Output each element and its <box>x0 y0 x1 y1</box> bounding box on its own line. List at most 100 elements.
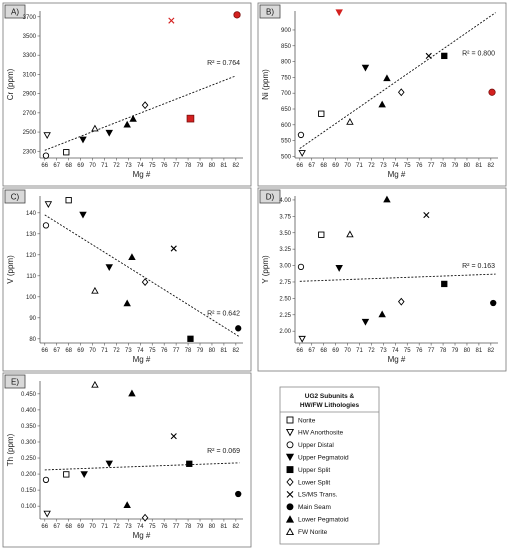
y-tick-label: 700 <box>281 91 292 97</box>
x-tick-label: 80 <box>464 348 471 354</box>
x-tick-label: 67 <box>53 348 60 354</box>
legend: UG2 Subunits & HW/FW Lithologies Norite H… <box>279 386 380 545</box>
point-hw-anorthosite <box>44 201 53 209</box>
x-tick-label: 78 <box>185 524 192 530</box>
legend-label: Lower Split <box>298 479 330 486</box>
r2-label: R² = 0.800 <box>462 50 495 57</box>
x-tick-label: 73 <box>380 348 387 354</box>
point-lower-split <box>141 513 149 522</box>
x-tick-label: 74 <box>137 524 144 530</box>
y-tick-label: 80 <box>29 337 36 343</box>
x-tick-label: 77 <box>428 348 435 354</box>
x-tick-label: 66 <box>296 348 303 354</box>
legend-label: Upper Distal <box>298 442 334 449</box>
y-tick-label: 0.250 <box>21 456 37 462</box>
x-tick-label: 67 <box>308 163 315 169</box>
legend-label: Main Seam <box>298 504 331 511</box>
point-hw-anorthosite <box>43 132 51 140</box>
r2-label: R² = 0.642 <box>207 311 240 318</box>
x-tick-label: 82 <box>232 524 239 530</box>
x-tick-label: 78 <box>185 163 192 169</box>
x-tick-label: 73 <box>125 348 132 354</box>
y-tick-label: 0.200 <box>21 472 37 478</box>
y-tick-label: 600 <box>281 123 292 129</box>
legend-item-main-seam: Main Seam <box>286 503 331 511</box>
x-tick-label: 74 <box>137 348 144 354</box>
y-tick-label: 100 <box>26 295 37 301</box>
point-upper-distal <box>42 152 50 159</box>
point-lower-pegmatoid <box>128 253 136 261</box>
point-upper-pegmatoid <box>105 129 113 137</box>
legend-marker-upper-distal <box>286 441 294 449</box>
point-upper-pegmatoid <box>335 265 343 272</box>
x-tick-label: 72 <box>368 348 375 354</box>
x-tick-label: 79 <box>197 524 204 530</box>
y-tick-label: 500 <box>281 154 292 160</box>
legend-title-line1: UG2 Subunits & <box>305 393 355 400</box>
legend-item-upper-split: Upper Split <box>286 466 330 474</box>
x-tick-label: 67 <box>53 163 60 169</box>
legend-marker-fw-norite <box>285 527 295 536</box>
panel-label: C) <box>11 193 20 202</box>
legend-item-upper-pegmatoid: Upper Pegmatoid <box>285 453 349 462</box>
y-tick-label: 3700 <box>23 15 37 21</box>
x-tick-label: 73 <box>125 524 132 530</box>
x-tick-label: 69 <box>332 163 339 169</box>
y-tick-label: 140 <box>26 211 37 217</box>
x-tick-label: 81 <box>221 524 228 530</box>
point-lower-split <box>397 88 405 97</box>
x-tick-label: 66 <box>41 524 48 530</box>
x-tick-label: 81 <box>476 348 483 354</box>
point-lower-pegmatoid <box>378 310 386 318</box>
point-ls-ms-trans <box>423 211 430 219</box>
x-tick-label: 68 <box>320 163 327 169</box>
legend-label: Lower Pegmatoid <box>298 517 349 524</box>
x-tick-label: 77 <box>173 524 180 530</box>
point-main-seam <box>490 299 497 307</box>
x-tick-label: 71 <box>101 163 108 169</box>
point-lower-pegmatoid <box>378 100 386 108</box>
point-fw-norite <box>346 118 354 125</box>
legend-item-hw-anorthosite: HW Anorthosite <box>285 428 344 437</box>
x-tick-label: 79 <box>197 163 204 169</box>
y-tick-label: 3300 <box>23 53 37 59</box>
point-main-seam-outlier <box>488 88 496 96</box>
x-tick-label: 71 <box>356 163 363 169</box>
y-axis-label: Y (ppm) <box>261 255 270 284</box>
x-tick-label: 74 <box>392 348 399 354</box>
y-axis-label: V (ppm) <box>6 255 15 284</box>
x-tick-label: 76 <box>161 348 168 354</box>
x-tick-label: 73 <box>125 163 132 169</box>
x-tick-label: 75 <box>404 348 411 354</box>
legend-marker-upper-pegmatoid <box>285 453 295 462</box>
x-tick-label: 80 <box>464 163 471 169</box>
point-ls-ms-trans <box>168 17 175 24</box>
point-upper-pegmatoid <box>105 264 113 272</box>
legend-marker-lower-pegmatoid <box>285 515 295 523</box>
x-tick-label: 66 <box>296 163 303 169</box>
panel-4: D) 66 67 68 69 70 71 72 73 74 75 76 77 78 79 80 81 82 2.00… <box>257 187 507 372</box>
x-tick-label: 78 <box>440 163 447 169</box>
y-tick-label: 3.75 <box>279 214 291 220</box>
y-tick-label: 750 <box>281 75 292 81</box>
x-tick-label: 70 <box>89 163 96 169</box>
y-axis-label: Cr (ppm) <box>6 68 15 100</box>
point-main-seam <box>235 490 242 498</box>
x-tick-label: 75 <box>404 163 411 169</box>
point-upper-pegmatoid <box>361 318 370 326</box>
x-tick-label: 69 <box>77 348 84 354</box>
y-axis-label: Ni (ppm) <box>261 69 270 100</box>
legend-marker-main-seam <box>286 503 294 511</box>
y-tick-label: 2500 <box>23 130 37 136</box>
trend-line <box>44 462 240 471</box>
point-fw-norite <box>91 286 99 294</box>
x-tick-label: 76 <box>416 163 423 169</box>
x-tick-label: 75 <box>149 348 156 354</box>
x-tick-label: 73 <box>380 163 387 169</box>
point-upper-distal <box>297 131 305 139</box>
point-ls-ms-trans <box>425 52 432 59</box>
x-tick-label: 80 <box>209 348 216 354</box>
legend-marker-hw-anorthosite <box>285 428 295 437</box>
y-tick-label: 550 <box>281 139 292 145</box>
